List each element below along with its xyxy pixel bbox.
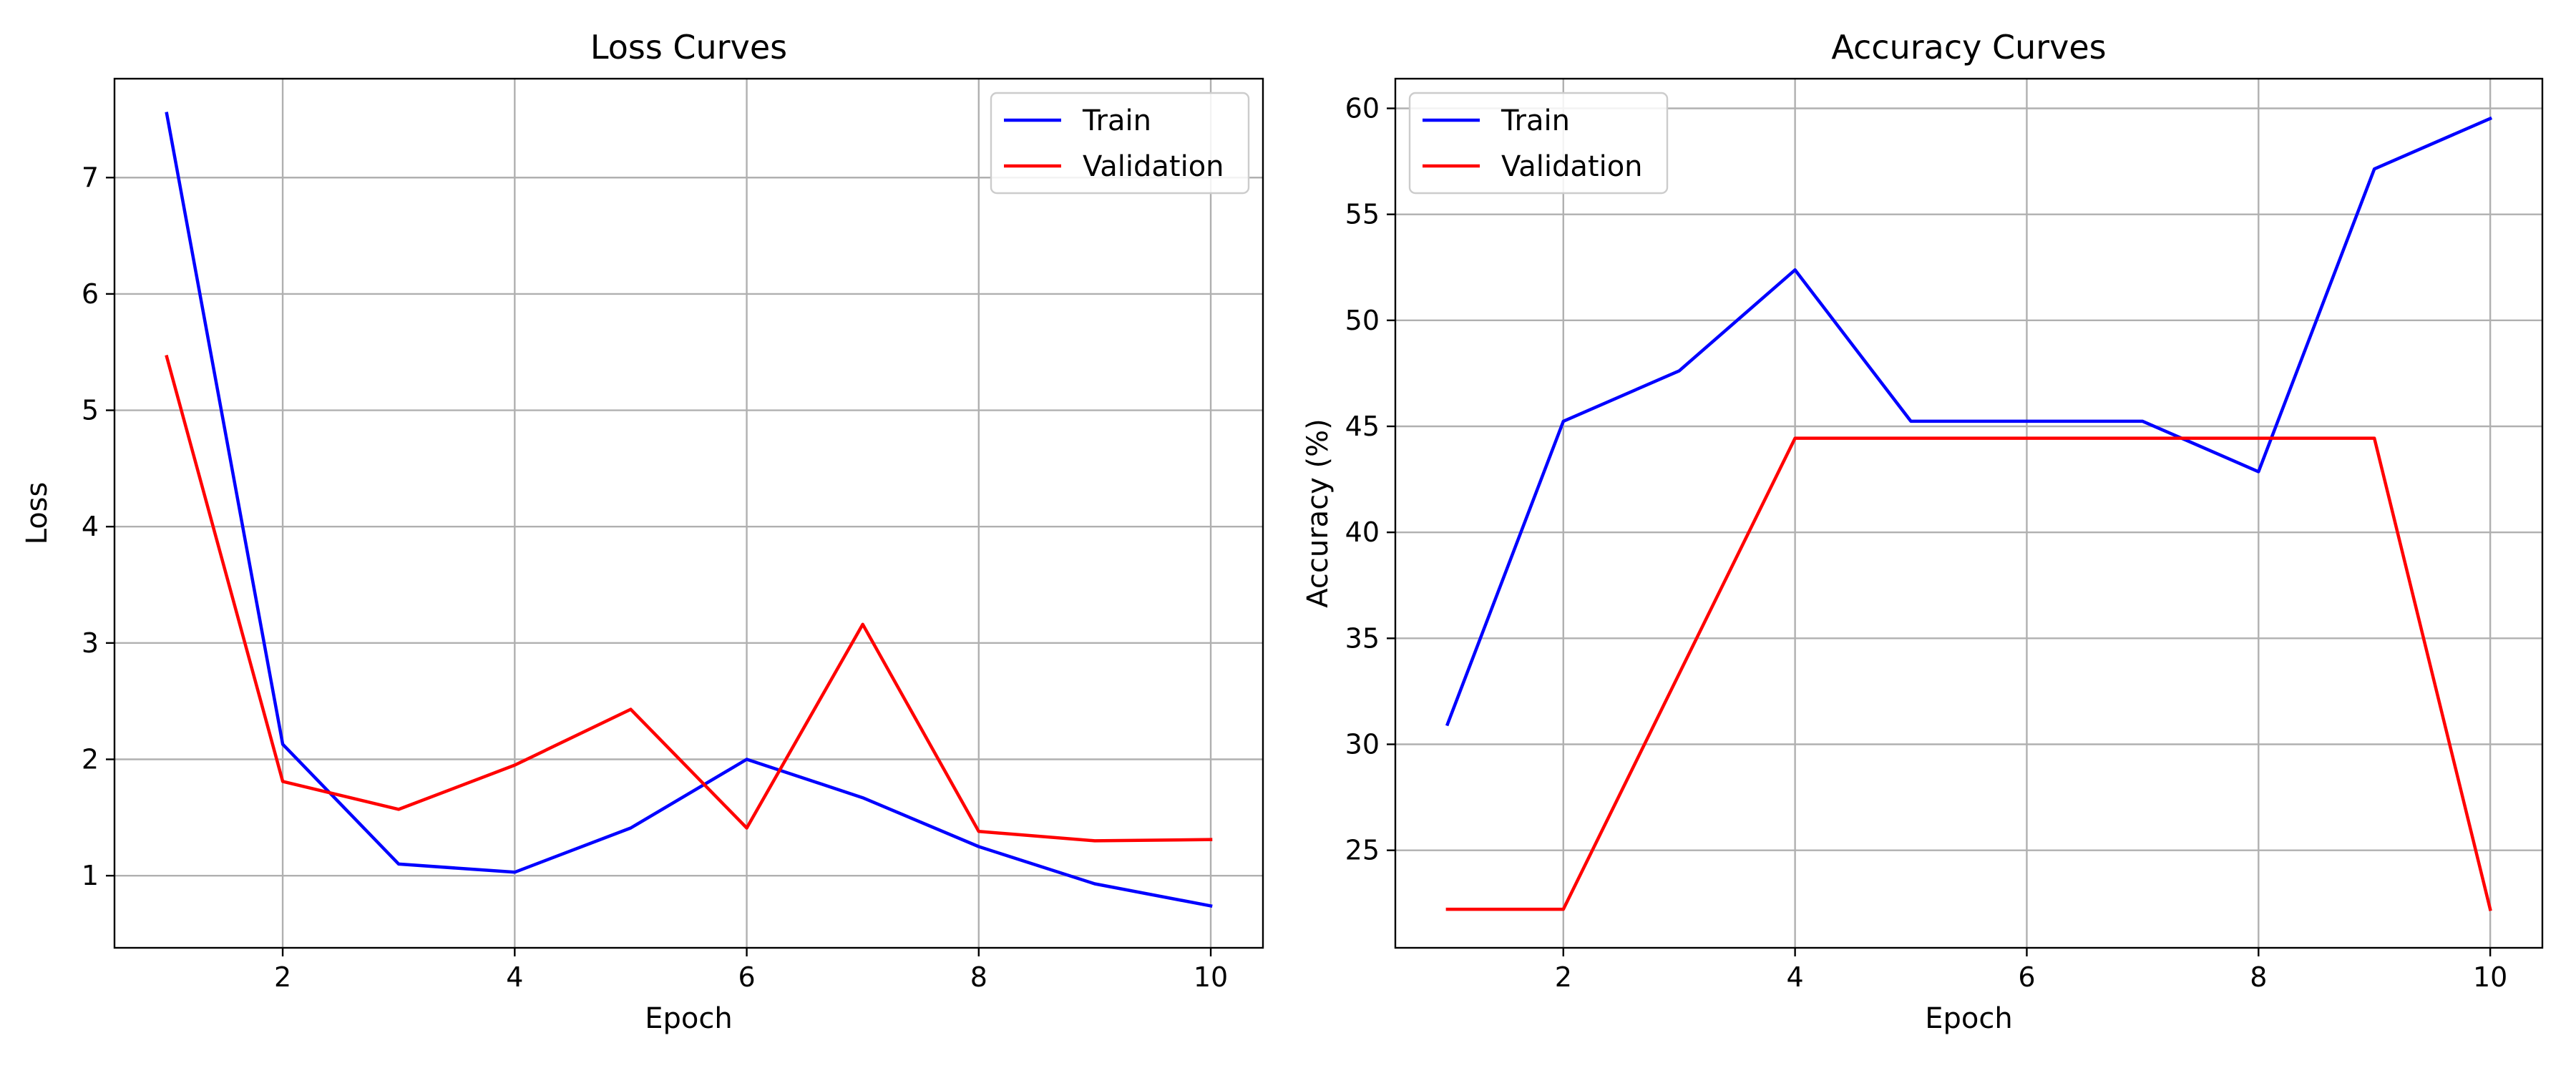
accuracy-series-line-validation [1445,436,2492,911]
loss-chart-title: Loss Curves [590,28,787,67]
loss-x-tick-label: 8 [970,961,987,993]
accuracy-legend-label-validation: Validation [1501,150,1643,183]
loss-series-line-train [165,112,1213,908]
loss-series-line-validation [165,354,1213,843]
accuracy-chart: 2 4 6 8 10 25 30 35 40 45 50 55 60 Accuracy Curves Epo… [1302,28,2544,1035]
accuracy-x-tick-label: 6 [2018,961,2035,993]
accuracy-x-tick-label: 2 [1555,961,1572,993]
accuracy-legend-box [1408,92,1669,195]
loss-x-tick-label: 6 [738,961,755,993]
loss-x-axis-label: Epoch [645,1002,732,1035]
accuracy-y-tick-label: 45 [1345,411,1380,442]
loss-legend-label-train: Train [1082,104,1151,137]
accuracy-x-tick-label: 8 [2250,961,2267,993]
loss-plot-frame [113,77,1264,949]
loss-x-tick-label: 4 [506,961,523,993]
accuracy-y-axis-label: Accuracy (%) [1302,418,1335,608]
accuracy-x-axis-label: Epoch [1925,1002,2012,1035]
accuracy-legend: Train Validation [1408,92,1669,195]
accuracy-series-line-train [1445,116,2493,727]
accuracy-legend-label-train: Train [1501,104,1570,137]
accuracy-y-tick-label: 50 [1345,305,1380,336]
accuracy-y-tick-label: 35 [1345,622,1380,654]
loss-y-tick-label: 1 [82,860,99,891]
accuracy-x-tick-label: 10 [2473,961,2507,993]
loss-y-tick-label: 5 [82,395,99,426]
loss-legend-box [990,92,1250,195]
accuracy-x-tick-label: 4 [1787,961,1804,993]
loss-legend-label-validation: Validation [1083,150,1224,183]
loss-y-tick-label: 3 [82,627,99,659]
loss-y-tick-label: 4 [82,511,99,542]
loss-legend: Train Validation [990,92,1250,195]
accuracy-y-tick-label: 25 [1345,835,1380,866]
loss-y-tick-label: 6 [82,278,99,310]
accuracy-y-tick-label: 40 [1345,516,1380,548]
loss-x-tick-label: 10 [1194,961,1228,993]
loss-y-tick-label: 2 [82,744,99,775]
loss-x-tick-label: 2 [274,961,291,993]
accuracy-y-tick-label: 60 [1345,92,1380,124]
loss-y-axis-label: Loss [21,482,54,545]
accuracy-chart-title: Accuracy Curves [1831,28,2106,67]
accuracy-y-tick-label: 55 [1345,199,1380,230]
accuracy-plot-frame [1394,77,2544,949]
loss-y-tick-label: 7 [82,162,99,193]
accuracy-y-tick-label: 30 [1345,729,1380,760]
